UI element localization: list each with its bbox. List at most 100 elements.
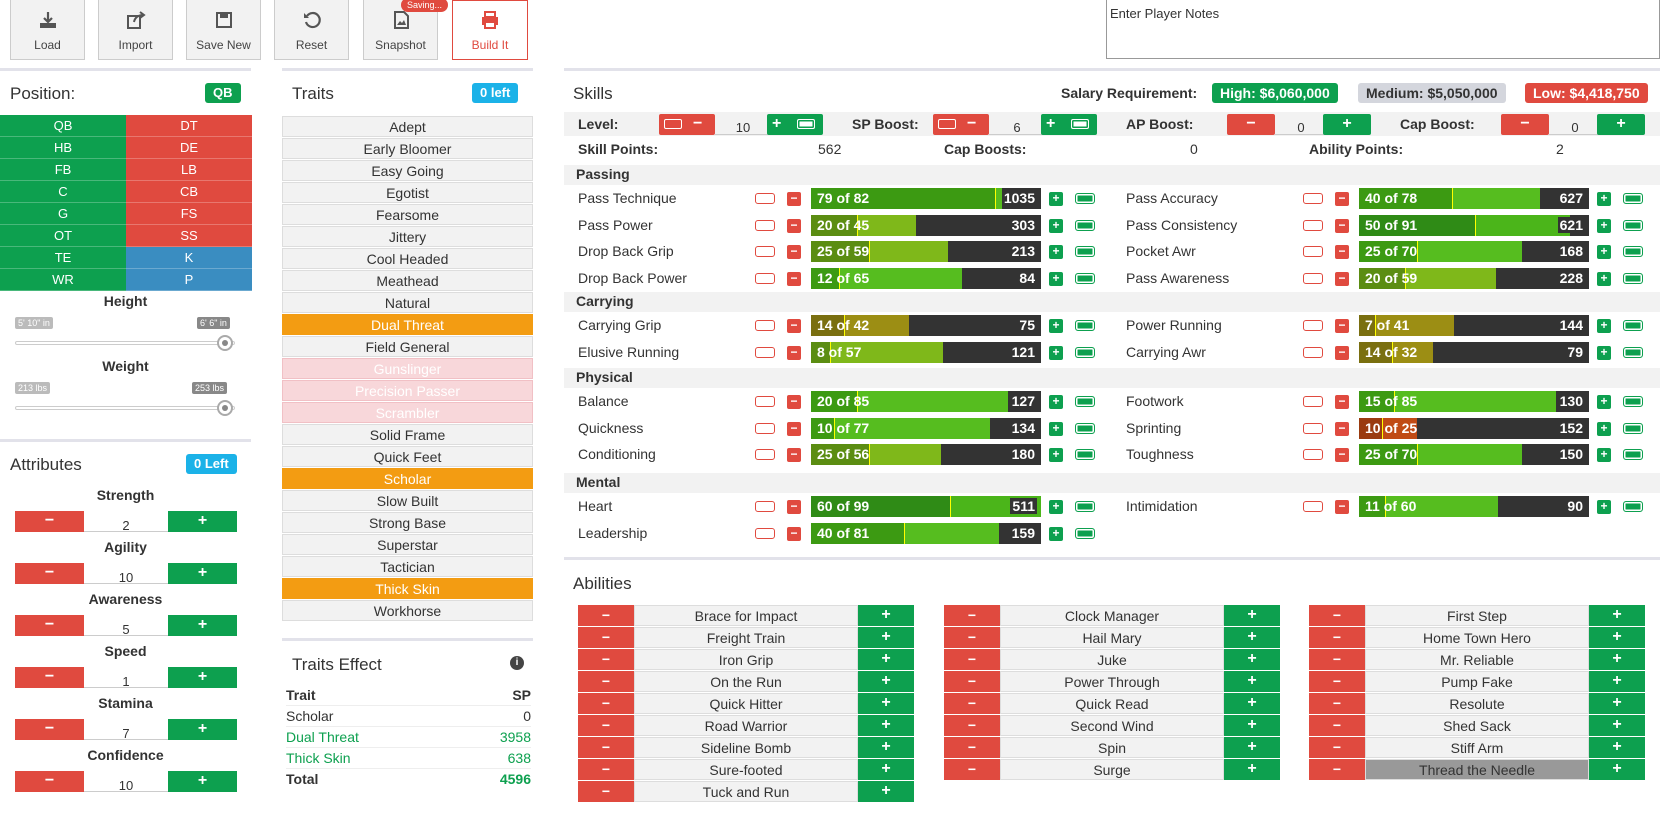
trait-easy-going[interactable]: Easy Going (282, 160, 533, 181)
agility-increase-button[interactable]: + (168, 563, 237, 584)
position-p[interactable]: P (126, 269, 252, 291)
battery-full-icon[interactable] (1623, 346, 1643, 358)
leadership-decrease-button[interactable]: − (787, 526, 801, 541)
stamina-increase-button[interactable]: + (168, 719, 237, 740)
toughness-decrease-button[interactable]: − (1335, 448, 1349, 462)
ability-quick-hitter[interactable]: Quick Hitter (634, 693, 858, 714)
intimidation-increase-button[interactable]: + (1597, 500, 1611, 514)
iron-grip-add-button[interactable]: + (858, 649, 914, 670)
pass-accuracy-increase-button[interactable]: + (1597, 192, 1611, 206)
ability-thread-the-needle[interactable]: Thread the Needle (1365, 759, 1589, 780)
pass-power-decrease-button[interactable]: − (787, 218, 801, 233)
ability-second-wind[interactable]: Second Wind (1000, 715, 1224, 736)
position-cb[interactable]: CB (126, 181, 252, 203)
footwork-increase-button[interactable]: + (1597, 395, 1611, 409)
battery-full-icon[interactable] (1075, 246, 1095, 257)
battery-empty-icon[interactable] (755, 449, 775, 460)
trait-strong-base[interactable]: Strong Base (282, 512, 533, 533)
balance-decrease-button[interactable]: − (787, 395, 801, 409)
power-running-increase-button[interactable]: + (1597, 319, 1611, 333)
position-hb[interactable]: HB (0, 137, 126, 159)
brace-for-impact-remove-button[interactable]: − (578, 605, 634, 626)
stamina-value[interactable]: 7 (84, 719, 168, 741)
battery-empty-icon[interactable] (755, 246, 775, 257)
home-town-hero-add-button[interactable]: + (1589, 627, 1645, 648)
clock-manager-remove-button[interactable]: − (944, 605, 1000, 626)
carrying-awr-decrease-button[interactable]: − (1335, 345, 1349, 360)
ability-clock-manager[interactable]: Clock Manager (1000, 605, 1224, 626)
player-notes-input[interactable]: Enter Player Notes (1106, 0, 1660, 59)
import-button[interactable]: Import (98, 0, 173, 60)
ap-boost-value[interactable]: 0 (1275, 114, 1327, 135)
spin-add-button[interactable]: + (1224, 737, 1280, 758)
sprinting-increase-button[interactable]: + (1597, 421, 1611, 436)
ap-boost-decrease-button[interactable]: − (1227, 114, 1275, 135)
battery-empty-icon[interactable] (1303, 422, 1323, 434)
position-te[interactable]: TE (0, 247, 126, 269)
battery-full-icon[interactable] (1075, 449, 1095, 460)
surge-remove-button[interactable]: − (944, 759, 1000, 780)
awareness-value[interactable]: 5 (84, 615, 168, 637)
trait-natural[interactable]: Natural (282, 292, 533, 313)
ability-spin[interactable]: Spin (1000, 737, 1224, 758)
position-dt[interactable]: DT (126, 115, 252, 137)
agility-value[interactable]: 10 (84, 563, 168, 585)
battery-empty-icon[interactable] (1303, 346, 1323, 358)
battery-empty-icon[interactable] (1303, 449, 1323, 460)
resolute-remove-button[interactable]: − (1309, 693, 1365, 714)
save-new-button[interactable]: Save New (186, 0, 261, 60)
carrying-grip-increase-button[interactable]: + (1049, 319, 1063, 333)
ability-sure-footed[interactable]: Sure-footed (634, 759, 858, 780)
pass-technique-decrease-button[interactable]: − (787, 192, 801, 206)
strength-increase-button[interactable]: + (168, 511, 237, 532)
ability-stiff-arm[interactable]: Stiff Arm (1365, 737, 1589, 758)
ability-home-town-hero[interactable]: Home Town Hero (1365, 627, 1589, 648)
pump-fake-add-button[interactable]: + (1589, 671, 1645, 692)
tuck-and-run-remove-button[interactable]: − (578, 781, 634, 802)
quickness-decrease-button[interactable]: − (787, 421, 801, 436)
ability-hail-mary[interactable]: Hail Mary (1000, 627, 1224, 648)
battery-empty-icon[interactable] (755, 272, 775, 284)
info-icon[interactable]: i (510, 656, 524, 670)
pass-accuracy-decrease-button[interactable]: − (1335, 192, 1349, 206)
battery-full-icon[interactable] (1623, 501, 1643, 512)
ability-brace-for-impact[interactable]: Brace for Impact (634, 605, 858, 626)
pocket-awr-increase-button[interactable]: + (1597, 245, 1611, 259)
pass-technique-increase-button[interactable]: + (1049, 192, 1063, 206)
ability-freight-train[interactable]: Freight Train (634, 627, 858, 648)
position-c[interactable]: C (0, 181, 126, 203)
ability-mr-reliable[interactable]: Mr. Reliable (1365, 649, 1589, 670)
trait-meathead[interactable]: Meathead (282, 270, 533, 291)
pass-awareness-decrease-button[interactable]: − (1335, 271, 1349, 286)
trait-superstar[interactable]: Superstar (282, 534, 533, 555)
drop-back-grip-increase-button[interactable]: + (1049, 245, 1063, 259)
shed-sack-add-button[interactable]: + (1589, 715, 1645, 736)
home-town-hero-remove-button[interactable]: − (1309, 627, 1365, 648)
battery-full-icon[interactable] (1623, 422, 1643, 434)
ap-boost-increase-button[interactable]: + (1323, 114, 1371, 135)
pass-consistency-decrease-button[interactable]: − (1335, 218, 1349, 233)
footwork-decrease-button[interactable]: − (1335, 395, 1349, 409)
drop-back-power-decrease-button[interactable]: − (787, 271, 801, 286)
shed-sack-remove-button[interactable]: − (1309, 715, 1365, 736)
carrying-awr-increase-button[interactable]: + (1597, 345, 1611, 360)
battery-full-icon[interactable] (1623, 396, 1643, 407)
battery-full-icon[interactable] (1623, 219, 1643, 231)
battery-empty-icon[interactable] (755, 527, 775, 539)
juke-remove-button[interactable]: − (944, 649, 1000, 670)
position-fs[interactable]: FS (126, 203, 252, 225)
sp-boost-increase-button[interactable]: + (1041, 114, 1097, 135)
sideline-bomb-remove-button[interactable]: − (578, 737, 634, 758)
tuck-and-run-add-button[interactable]: + (858, 781, 914, 802)
battery-empty-icon[interactable] (755, 501, 775, 512)
intimidation-decrease-button[interactable]: − (1335, 500, 1349, 514)
heart-increase-button[interactable]: + (1049, 500, 1063, 514)
ability-surge[interactable]: Surge (1000, 759, 1224, 780)
drop-back-power-increase-button[interactable]: + (1049, 271, 1063, 286)
carrying-grip-decrease-button[interactable]: − (787, 319, 801, 333)
battery-full-icon[interactable] (1075, 396, 1095, 407)
stamina-decrease-button[interactable]: − (15, 719, 84, 740)
cap-boost-value[interactable]: 0 (1549, 114, 1601, 135)
confidence-increase-button[interactable]: + (168, 771, 237, 792)
trait-field-general[interactable]: Field General (282, 336, 533, 357)
